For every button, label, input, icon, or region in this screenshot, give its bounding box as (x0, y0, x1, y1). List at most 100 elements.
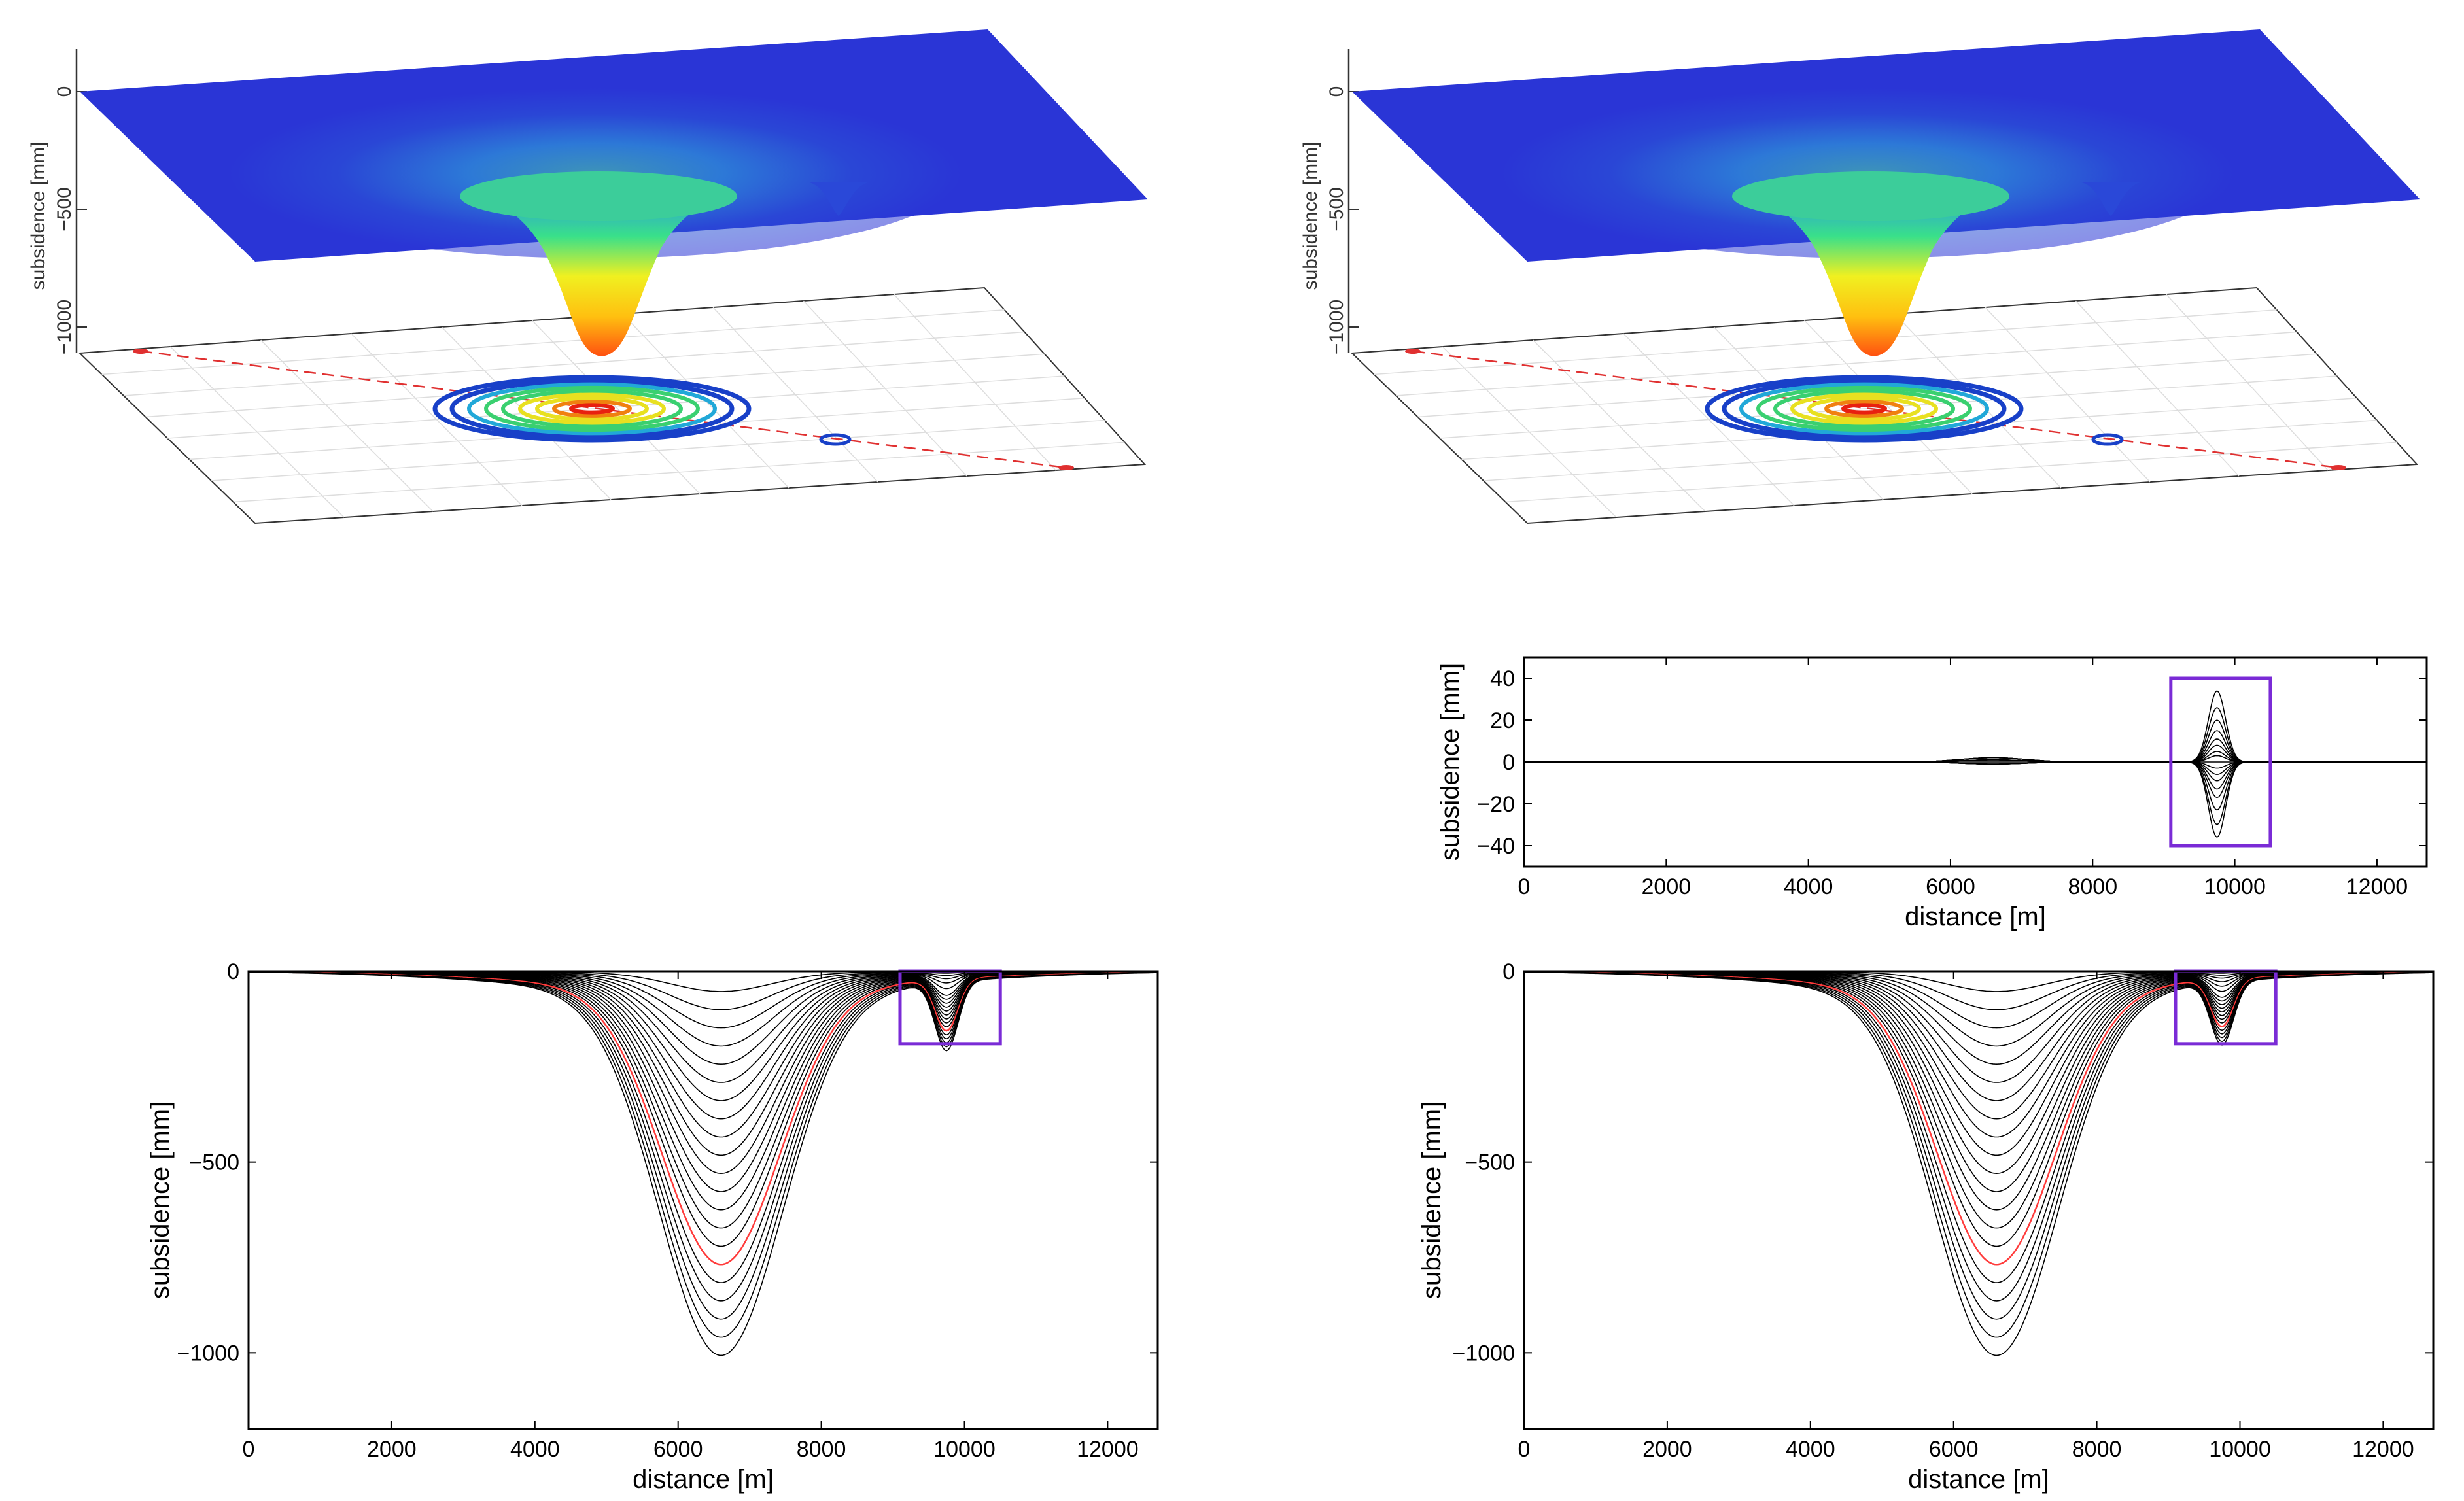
y-tick-label: −1000 (177, 1341, 240, 1366)
section-line (1412, 350, 2339, 469)
base-plane (78, 286, 1147, 525)
profile-line (249, 971, 1158, 1175)
contour-ring (467, 382, 717, 436)
profile-line (249, 971, 1158, 1338)
profile-line (1523, 971, 2433, 1156)
contour-ring (1824, 400, 1904, 418)
difference-line (1524, 761, 2427, 790)
x-tick-label: 0 (243, 1437, 255, 1462)
y-tick-label: 0 (227, 959, 239, 984)
plot-frame (1523, 970, 2435, 1430)
contour-ring (432, 375, 752, 443)
profile-line (249, 971, 1158, 1047)
x-tick-label: 0 (1518, 874, 1531, 899)
contour-ring (1705, 375, 2024, 443)
profile-line (248, 971, 1158, 1356)
x-tick-label: 10000 (933, 1437, 996, 1462)
profile-line (249, 971, 1158, 1320)
profile-chart-left: 0 2000 4000 6000 8000 10000 12000 0 −500 −1000 dis… (146, 959, 1159, 1494)
profile-chart-right: 0 2000 4000 6000 8000 10000 12000 0 −500 −1000 dis… (1417, 959, 2435, 1494)
x-tick-label: 2000 (367, 1437, 417, 1462)
contour-ring (552, 400, 632, 418)
z-tick-label: −1000 (54, 300, 75, 354)
x-axis-title: distance [m] (1905, 903, 2046, 931)
highlighted-profile-line (249, 971, 1158, 1266)
profile-line (249, 971, 1158, 1192)
y-tick-label: 40 (1490, 666, 1515, 691)
z-tick-label: 0 (54, 86, 75, 97)
x-tick-label: 10000 (2204, 874, 2266, 899)
x-tick-label: 6000 (1926, 874, 1975, 899)
difference-line (1524, 730, 2427, 763)
grid-line (1374, 309, 2277, 375)
profile-line (1524, 971, 2433, 1192)
contour-ring-secondary (819, 433, 852, 446)
contour-rings (432, 375, 852, 446)
profile-line (1524, 971, 2433, 1083)
profile-line (1524, 971, 2434, 1338)
grid-line (101, 309, 1005, 375)
contour-ring (1756, 385, 1972, 432)
y-tick-label: 20 (1490, 708, 1515, 733)
x-axis-title: distance [m] (1908, 1465, 2049, 1494)
grid-line (167, 375, 1065, 439)
highlighted-profile-line (1524, 971, 2434, 1266)
x-tick-label: 6000 (653, 1437, 703, 1462)
base-plane (1350, 286, 2419, 525)
difference-profile-chart: 0 2000 4000 6000 8000 10000 12000 40 20 0 −20 −40 di… (1436, 656, 2428, 931)
profile-line (1523, 971, 2434, 1356)
x-tick-label: 8000 (797, 1437, 846, 1462)
z-tick-label: −500 (1326, 187, 1347, 232)
profile-line (1524, 971, 2433, 1138)
profile-line (248, 971, 1158, 1247)
plot-area (1523, 971, 2434, 1356)
profile-line (1524, 971, 2434, 1283)
grid-line (1395, 331, 2297, 396)
x-tick-label: 4000 (1784, 874, 1833, 899)
contour-ring (1790, 392, 1938, 425)
plot-area (1524, 690, 2427, 838)
grid-line (123, 331, 1025, 396)
secondary-depression (805, 182, 873, 216)
x-tick-label: 2000 (1642, 874, 1692, 899)
x-tick-label: 10000 (2209, 1437, 2271, 1462)
profile-line (1524, 971, 2433, 1065)
profile-line (1523, 971, 2433, 1101)
profile-line (1524, 971, 2433, 1047)
x-tick-label: 12000 (2346, 874, 2408, 899)
contour-ring-secondary (2091, 433, 2124, 446)
section-end-marker (2331, 465, 2346, 470)
x-tick-label: 8000 (2068, 874, 2117, 899)
funnel-rim (1732, 171, 2009, 221)
difference-line (1524, 719, 2427, 765)
contour-rings (1705, 375, 2124, 446)
profile-line (248, 971, 1158, 1156)
y-tick-label: −500 (189, 1150, 239, 1175)
profile-line (1524, 971, 2433, 1175)
plot-frame (247, 970, 1159, 1430)
contour-ring (484, 385, 700, 432)
contour-ring (1722, 378, 2007, 440)
grid-line (211, 419, 1105, 481)
difference-line (1524, 706, 2427, 763)
section-start-marker (1405, 349, 1421, 354)
z-tick-label: 0 (1326, 86, 1347, 97)
x-tick-label: 8000 (2072, 1437, 2122, 1462)
z-axis-title: subsidence [mm] (1300, 142, 1321, 290)
profile-line (1524, 971, 2433, 1120)
grid-line (1483, 419, 2377, 481)
profile-line (249, 971, 1158, 1083)
profile-line (249, 971, 1158, 1029)
difference-line (1524, 744, 2427, 765)
section-end-marker (1058, 465, 1074, 470)
x-tick-label: 12000 (2352, 1437, 2414, 1462)
contour-ring (1773, 389, 1955, 428)
funnel-rim (460, 171, 737, 221)
zoom-box (2169, 676, 2272, 848)
profile-line (249, 971, 1158, 1120)
y-tick-label: 0 (1502, 959, 1515, 984)
y-tick-label: −20 (1477, 792, 1515, 817)
difference-line (1524, 761, 2427, 769)
x-tick-label: 0 (1518, 1437, 1531, 1462)
grid-line (1505, 441, 2397, 503)
